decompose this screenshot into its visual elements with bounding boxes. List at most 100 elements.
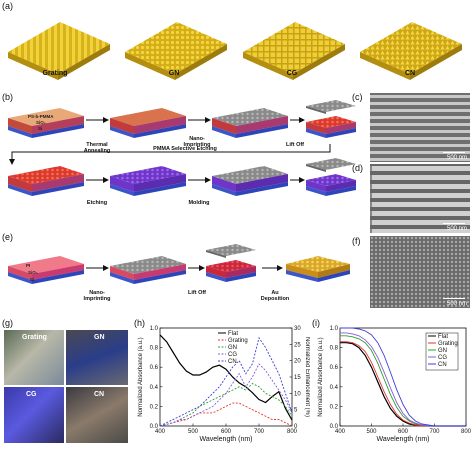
legend-label-flat: Flat <box>228 331 238 337</box>
y2-tick-label: 25 <box>294 342 301 348</box>
stack-e2 <box>110 256 186 284</box>
layer-label-e3: Si <box>30 277 35 282</box>
legend-label-cn: CN <box>228 359 237 365</box>
x-tick-label: 700 <box>254 429 265 435</box>
y-tick-label: 0.6 <box>330 365 339 371</box>
y-tick-label: 1.0 <box>330 326 339 332</box>
legend-label-cg: CG <box>228 352 237 358</box>
y2-tick-label: 20 <box>294 359 301 365</box>
structure-renders <box>8 22 462 80</box>
layer-label-b2: SiO₂ <box>36 120 46 125</box>
structure-label-cg: CG <box>286 70 298 77</box>
x-tick-label: 500 <box>366 429 377 435</box>
y-tick-label: 0.8 <box>330 346 339 352</box>
photo-gn: GN <box>66 330 128 385</box>
step-lift-off-b: Lift Off <box>285 142 305 148</box>
x-tick-label: 800 <box>287 429 298 435</box>
y-tick-label: 0.0 <box>330 424 339 430</box>
panel-label-b: (b) <box>2 92 13 102</box>
sem-image-f: 500 nm <box>370 236 470 308</box>
series-line-cg <box>159 363 293 427</box>
stack-b6 <box>110 166 186 196</box>
legend-label-grating: Grating <box>438 341 458 347</box>
stack-b7 <box>212 166 288 196</box>
stack-b5 <box>8 166 84 196</box>
scale-bar-c <box>443 151 465 153</box>
legend-label-grating: Grating <box>228 338 248 344</box>
x-tick-label: 500 <box>188 429 199 435</box>
x-tick-label: 400 <box>335 429 346 435</box>
layer-label-b3: Si <box>38 126 43 131</box>
photo-label-gn: GN <box>94 334 105 341</box>
y-tick-label: 0.0 <box>150 424 159 430</box>
series-line-cn <box>159 336 293 427</box>
step-nano-imprinting-e: Nano-Imprinting <box>83 290 111 302</box>
scale-bar-d <box>443 222 465 224</box>
render-grating <box>8 22 110 80</box>
panel-label-f: (f) <box>352 236 361 246</box>
photo-label-cn: CN <box>94 391 105 398</box>
render-cn <box>360 22 462 80</box>
sem-f-texture <box>370 236 470 308</box>
panel-label-h: (h) <box>134 318 145 328</box>
render-gn <box>125 22 227 80</box>
panel-label-d: (d) <box>352 163 363 173</box>
photo-cn: CN <box>66 387 128 443</box>
stack-b4 <box>306 100 356 138</box>
stack-b1 <box>8 108 84 138</box>
x-tick-label: 800 <box>461 429 472 435</box>
photo-grating: Grating <box>4 330 64 385</box>
y2-tick-label: 5 <box>294 408 298 414</box>
photo-label-grating: Grating <box>22 334 47 341</box>
y-tick-label: 0.4 <box>330 385 339 391</box>
y-tick-label: 0.4 <box>150 385 159 391</box>
arrow-b4 <box>9 144 331 165</box>
stack-e1 <box>8 256 84 284</box>
legend-label-cg: CG <box>438 355 447 361</box>
plot-frame <box>159 327 293 427</box>
x-tick-label: 400 <box>155 429 166 435</box>
step-pmma-etching: PMMA Selective Etching <box>153 146 217 152</box>
legend-label-gn: GN <box>228 345 237 351</box>
series-line-cn <box>340 327 466 427</box>
y-tick-label: 0.2 <box>330 404 339 410</box>
sem-d-texture <box>370 164 470 233</box>
step-etching: Etching <box>86 200 108 206</box>
y2-axis-label: Normalized Enhancement (%) <box>304 337 310 417</box>
x-tick-label: 600 <box>221 429 232 435</box>
layer-label-e2: SiO₂ <box>28 270 38 275</box>
panel-label-g: (g) <box>2 318 13 328</box>
legend-label-cn: CN <box>438 362 447 368</box>
structure-label-gn: GN <box>168 70 180 77</box>
y2-tick-label: 15 <box>294 375 301 381</box>
y-axis-label: Normalized Absorbance (a.u.) <box>318 337 324 416</box>
y2-tick-label: 0 <box>294 424 298 430</box>
panel-label-a: (a) <box>2 1 13 11</box>
process-e-diagram <box>8 244 350 284</box>
series-line-grating <box>159 402 293 427</box>
panel-label-i: (i) <box>312 318 320 328</box>
x-axis-label: Wavelength (nm) <box>376 436 429 443</box>
step-nano-imprinting-b: Nano-Imprinting <box>183 136 211 148</box>
series-line-gn <box>159 382 293 427</box>
stack-e3 <box>206 244 256 282</box>
photo-label-cg: CG <box>26 391 37 398</box>
stack-b3 <box>212 108 288 138</box>
y2-tick-label: 10 <box>294 391 301 397</box>
render-cg <box>243 22 345 80</box>
scale-bar-f <box>443 297 465 299</box>
scale-label-d: 500 nm <box>446 226 467 232</box>
step-molding: Molding <box>188 200 210 206</box>
scale-label-f: 500 nm <box>446 301 467 307</box>
sem-image-d: 500 nm <box>370 164 470 233</box>
y-tick-label: 0.6 <box>150 365 159 371</box>
x-tick-label: 600 <box>398 429 409 435</box>
sem-image-c: 500 nm <box>370 93 470 162</box>
panel-label-e: (e) <box>2 232 13 242</box>
legend-label-gn: GN <box>438 348 447 354</box>
scale-label-c: 500 nm <box>446 155 467 161</box>
series-line-flat <box>159 334 293 421</box>
panel-label-c: (c) <box>352 92 363 102</box>
step-thermal-annealing: Thermal Annealing <box>83 142 111 154</box>
photo-cg: CG <box>4 387 64 443</box>
